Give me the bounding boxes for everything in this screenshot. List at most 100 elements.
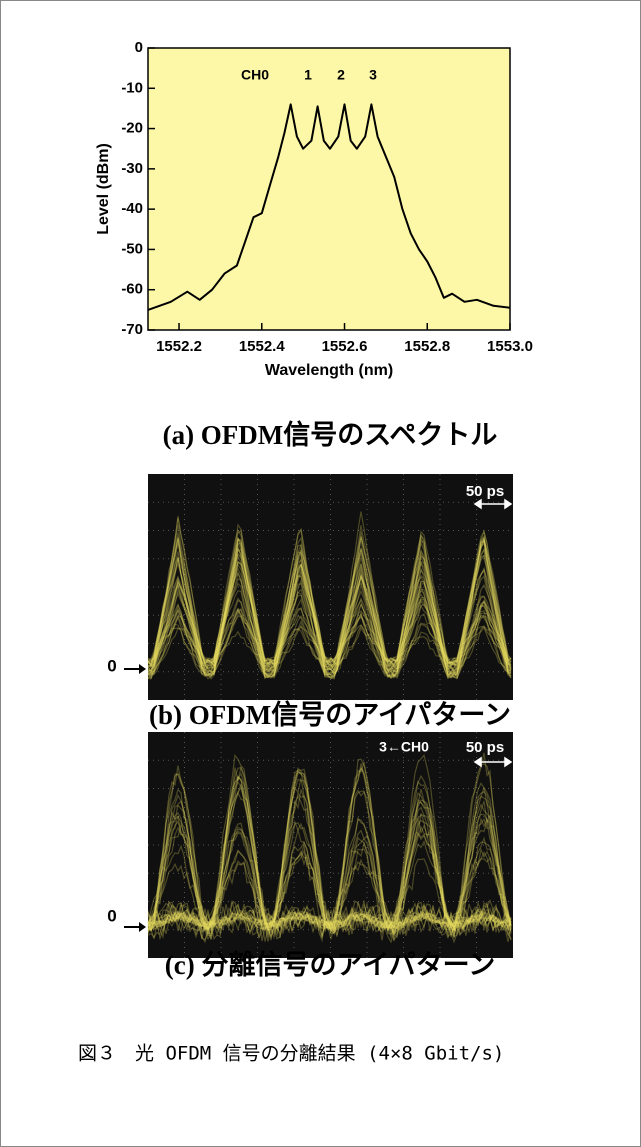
eye-trace [147,538,512,669]
eye-trace [147,766,512,943]
zero-arrowhead [139,922,146,932]
plot-area [147,47,511,331]
channel-label: 3←CH0 [379,739,429,755]
eye-trace [147,758,512,936]
eye-trace [147,537,512,680]
time-scale: 50 ps [466,739,504,756]
caption: (b) OFDM信号のアイパターン [149,700,511,730]
eye-trace [147,765,512,934]
eye-trace [147,529,512,679]
eye-trace [147,811,512,936]
eye-trace [147,787,512,936]
eye-trace [147,531,512,665]
eye-trace [147,539,512,667]
eye-trace [147,752,512,936]
eye-trace [147,536,512,665]
eye-trace [147,554,512,680]
eye-trace [147,535,512,680]
eye-trace [147,771,512,941]
peak-label: 2 [337,67,345,83]
x-tick-label: 1552.4 [239,338,286,355]
eye-diagram [124,474,513,700]
eye-trace [147,754,512,938]
eye-trace [147,791,512,935]
eye-trace [147,557,512,680]
eye-trace [147,539,512,666]
eye-trace [147,780,512,937]
peak-label: CH0 [241,67,269,83]
eye-trace [147,537,512,672]
x-tick-label: 1552.6 [322,338,368,355]
eye-trace [147,547,512,672]
x-axis-label: Wavelength (nm) [265,362,393,379]
scale-arrow [473,498,513,510]
eye-trace [147,766,512,942]
eye-trace [147,762,512,941]
y-tick-label: -50 [121,240,143,257]
eye-trace [147,542,512,666]
eye-trace [147,775,512,944]
eye-trace [147,535,512,680]
spectrum-chart: 0 -10 -20 -30 -40 -50 -60 -70 1552.2 1552.4 1552.6… [121,39,533,355]
y-tick-label: -10 [121,79,143,96]
eye-trace [147,820,512,938]
eye-diagram [124,732,513,958]
eye-trace [147,778,512,942]
eye-trace [147,766,512,940]
eye-trace [147,772,512,941]
eye-trace [147,789,512,941]
eye-trace [147,840,512,940]
eye-trace [147,528,512,680]
eye-trace [147,532,512,664]
eye-trace [147,901,512,940]
eye-trace [147,767,512,944]
y-tick-label: -40 [121,200,143,217]
zero-arrowhead [139,664,146,674]
eye-trace [147,907,512,944]
eye-trace [147,813,512,940]
eye-trace [147,533,512,676]
zero-label: 0 [107,656,116,675]
y-tick-label: -70 [121,321,143,338]
y-tick-label: -30 [121,160,143,177]
eye-trace [147,765,512,937]
eye-trace [147,792,512,936]
eye-trace [147,511,512,680]
scale-arrow [473,756,513,768]
eye-trace [147,568,512,670]
y-tick-label: -20 [121,120,143,137]
eye-trace [147,539,512,677]
figure-caption: 図３ 光 OFDM 信号の分離結果 (4×8 Gbit/s) [78,1043,504,1065]
eye-trace [147,529,512,670]
zero-label: 0 [107,906,116,925]
eye-trace [147,517,512,672]
eye-trace [147,536,512,675]
eye-trace [147,533,512,666]
eye-trace [147,761,512,941]
y-tick-label: 0 [135,39,143,56]
eye-trace [147,901,512,940]
eye-trace [147,776,512,937]
eye-trace [147,798,512,936]
eye-trace [147,536,512,669]
eye-trace [147,528,512,679]
eye-trace [147,546,512,679]
x-tick-label: 1552.8 [404,338,450,355]
eye-trace [147,770,512,938]
eye-trace [147,523,512,675]
eye-trace [147,785,512,937]
x-tick-label: 1552.2 [156,338,202,355]
eye-trace [147,544,512,680]
eye-trace [147,554,512,679]
y-axis-label: Level (dBm) [95,143,112,235]
y-tick-label: -60 [121,281,143,298]
time-scale: 50 ps [466,483,504,500]
caption: (a) OFDM信号のスペクトル [163,420,498,450]
caption: (c) 分離信号のアイパターン [165,949,495,980]
x-tick-label: 1553.0 [487,338,533,355]
eye-trace [147,527,512,672]
eye-trace [147,524,512,679]
eye-trace [147,849,512,942]
eye-trace [147,549,512,669]
